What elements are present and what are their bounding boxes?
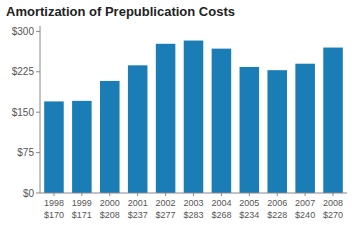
bar bbox=[44, 101, 64, 193]
x-tick bbox=[221, 193, 222, 196]
bar bbox=[295, 64, 315, 193]
bar bbox=[240, 67, 260, 193]
bar bbox=[72, 101, 92, 193]
y-tick-label: $75 bbox=[17, 147, 34, 158]
y-tick-label: $150 bbox=[12, 107, 35, 118]
x-tick bbox=[277, 193, 278, 196]
x-tick-label: 2007 bbox=[295, 198, 315, 208]
bar bbox=[156, 44, 176, 193]
y-tick bbox=[36, 112, 40, 113]
y-axis-line bbox=[40, 26, 41, 193]
x-tick bbox=[249, 193, 250, 196]
x-tick-label: 2006 bbox=[267, 198, 287, 208]
y-tick-label: $225 bbox=[12, 66, 35, 77]
data-label: $270 bbox=[323, 210, 343, 220]
x-tick-label: 2000 bbox=[100, 198, 120, 208]
bar bbox=[100, 81, 120, 193]
y-tick bbox=[36, 193, 40, 194]
data-label: $240 bbox=[295, 210, 315, 220]
bars bbox=[44, 41, 343, 193]
data-label: $237 bbox=[128, 210, 148, 220]
x-tick bbox=[109, 193, 110, 196]
x-tick-label: 2003 bbox=[183, 198, 203, 208]
x-tick bbox=[53, 193, 54, 196]
x-tick-label: 2002 bbox=[156, 198, 176, 208]
x-tick bbox=[137, 193, 138, 196]
x-tick-label: 2001 bbox=[128, 198, 148, 208]
bar bbox=[212, 49, 232, 193]
title: Amortization of Prepublication Costs bbox=[6, 4, 235, 19]
data-label: $277 bbox=[156, 210, 176, 220]
y-tick bbox=[36, 31, 40, 32]
y-axis: $0 $75 $150 $225 $300 bbox=[12, 26, 40, 199]
x-tick bbox=[193, 193, 194, 196]
x-tick-label: 2008 bbox=[323, 198, 343, 208]
y-tick bbox=[36, 152, 40, 153]
data-label: $170 bbox=[44, 210, 64, 220]
y-tick-label: $0 bbox=[23, 188, 35, 199]
bar bbox=[128, 65, 148, 193]
chart-svg: Amortization of Prepublication Costs $0 $7… bbox=[0, 0, 355, 225]
data-label: $268 bbox=[211, 210, 231, 220]
bar bbox=[323, 48, 343, 193]
x-axis: 1998 $170 1999 $171 2000 $208 2001 $237 2002 $277… bbox=[44, 193, 343, 220]
x-tick bbox=[81, 193, 82, 196]
data-label: $208 bbox=[100, 210, 120, 220]
x-tick-label: 1999 bbox=[72, 198, 92, 208]
data-label: $283 bbox=[183, 210, 203, 220]
x-tick-label: 1998 bbox=[44, 198, 64, 208]
x-tick-label: 2005 bbox=[239, 198, 259, 208]
data-label: $228 bbox=[267, 210, 287, 220]
x-tick-label: 2004 bbox=[211, 198, 231, 208]
y-tick bbox=[36, 71, 40, 72]
x-tick bbox=[333, 193, 334, 196]
x-tick bbox=[165, 193, 166, 196]
bar bbox=[184, 41, 204, 193]
chart-container: Amortization of Prepublication Costs $0 $7… bbox=[0, 0, 355, 225]
y-tick-label: $300 bbox=[12, 26, 35, 37]
x-tick bbox=[305, 193, 306, 196]
bar bbox=[267, 70, 287, 193]
data-label: $171 bbox=[72, 210, 92, 220]
data-label: $234 bbox=[239, 210, 259, 220]
